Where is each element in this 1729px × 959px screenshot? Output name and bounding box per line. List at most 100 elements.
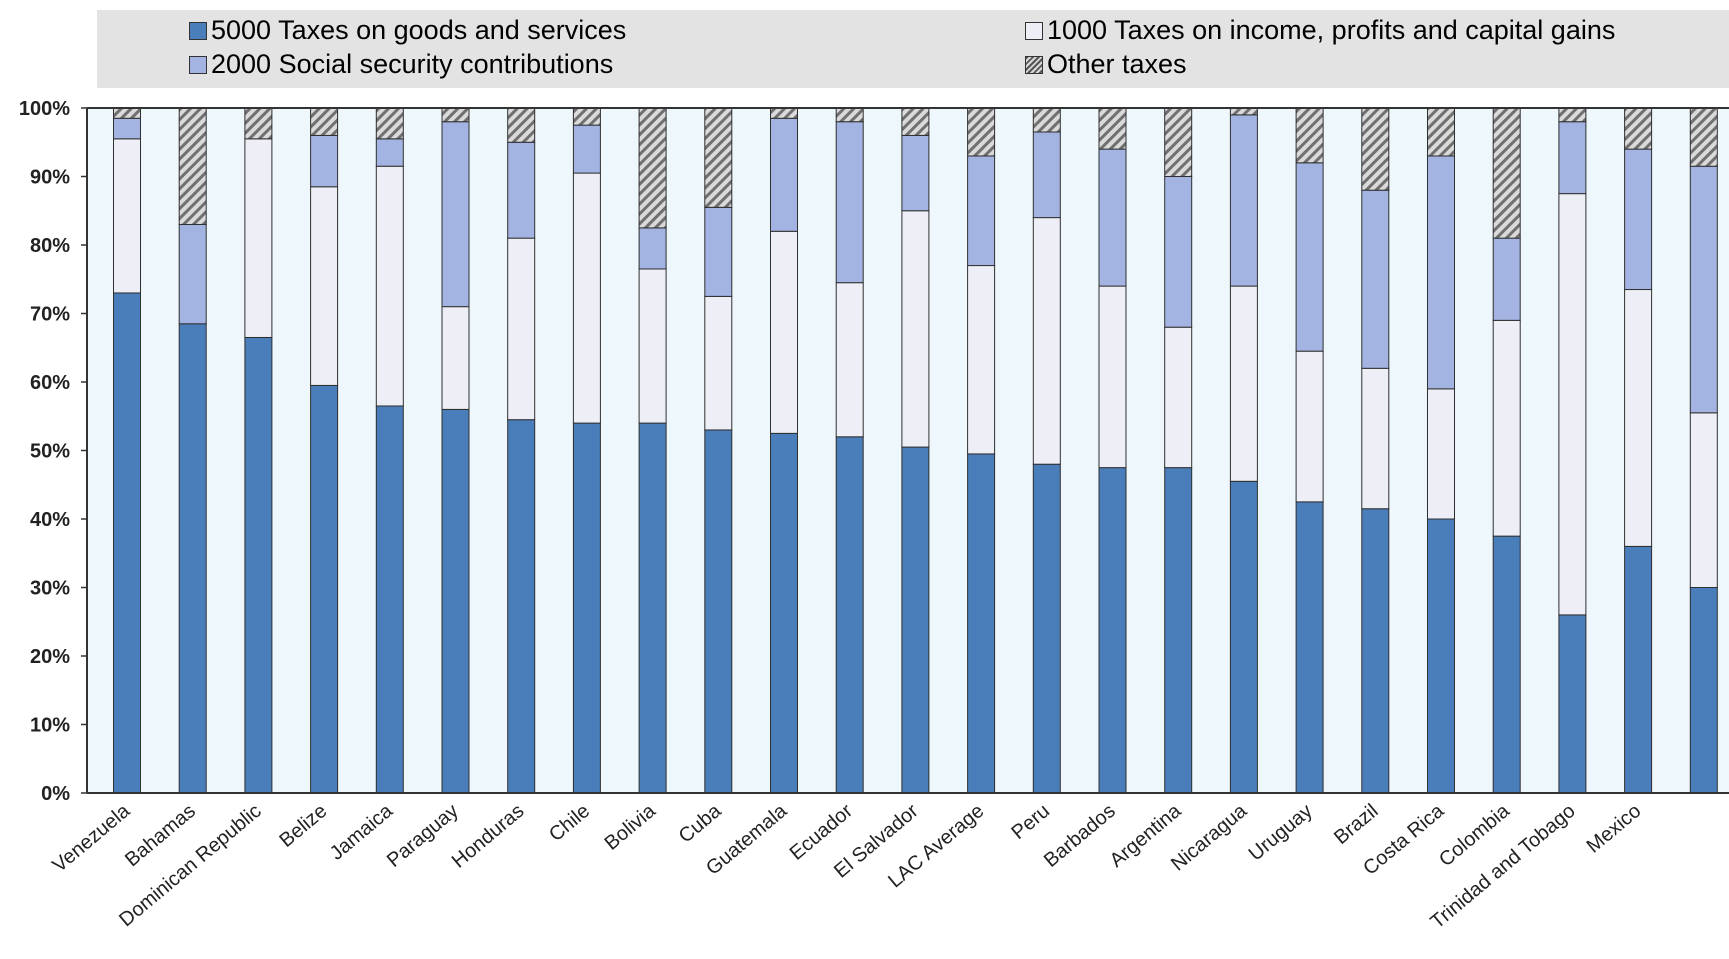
bar-segment — [967, 107, 996, 157]
bar-segment — [441, 107, 470, 123]
legend-label-social-security: 2000 Social security contributions — [211, 49, 614, 79]
y-tick-label: 70% — [30, 304, 70, 326]
bar-segment — [1558, 193, 1587, 616]
bar-segment — [704, 206, 733, 297]
x-tick-label: Barbados — [1040, 800, 1120, 872]
bar-segment — [310, 107, 339, 136]
bar-segment — [178, 107, 207, 225]
legend-swatch-social-security — [189, 55, 207, 74]
bar-segment — [901, 107, 930, 136]
bar-segment — [1032, 217, 1061, 465]
x-tick-label: Honduras — [448, 800, 529, 873]
bar-segment — [1558, 107, 1587, 123]
x-tick-label: Uruguay — [1245, 800, 1317, 865]
bar-segment — [244, 138, 273, 338]
bar-segment — [1427, 107, 1455, 157]
bar-segment — [244, 336, 273, 794]
y-tick-label: 10% — [30, 715, 70, 737]
bar-segment — [901, 446, 930, 794]
bar-segment — [835, 121, 864, 284]
x-tick-label: Paraguay — [383, 800, 463, 872]
bar-segment — [310, 384, 339, 794]
bar-segment — [1624, 289, 1653, 547]
bar-segment — [1492, 319, 1521, 537]
bar-segment — [704, 107, 733, 208]
y-tick-label: 50% — [30, 441, 70, 463]
bar-segment — [310, 134, 339, 188]
y-tick-label: 20% — [30, 646, 70, 668]
y-tick-label: 30% — [30, 578, 70, 600]
bar-segment — [770, 432, 798, 794]
legend-swatch-goods-services — [189, 21, 207, 40]
bar-segment — [178, 223, 207, 325]
bar-segment — [244, 107, 273, 140]
y-tick-label: 90% — [30, 167, 70, 189]
bar-segment — [441, 408, 470, 794]
legend-swatch-other-taxes — [1025, 55, 1043, 74]
bar-segment — [1229, 107, 1258, 116]
bar-segment — [638, 422, 667, 794]
bar-segment — [572, 124, 601, 174]
bar-segment — [1098, 467, 1127, 794]
bar-segment — [375, 165, 404, 407]
legend-item-other-taxes: Other taxes — [1025, 49, 1187, 80]
bar-segment — [441, 306, 470, 410]
bar-segment — [1164, 326, 1193, 469]
y-tick-label: 80% — [30, 235, 70, 257]
bar-segment — [1295, 107, 1324, 164]
bar-segment — [1624, 107, 1653, 150]
bar-segment — [1558, 614, 1587, 794]
bar-segment — [638, 227, 667, 270]
bar-segment — [1689, 107, 1718, 167]
bar-segment — [1295, 350, 1324, 503]
bar-segment — [770, 107, 798, 119]
legend: 5000 Taxes on goods and services 2000 So… — [97, 10, 1729, 88]
bar-segment — [835, 436, 864, 794]
y-tick-label: 60% — [30, 372, 70, 394]
bar-segment — [375, 138, 404, 167]
bar-segment — [113, 107, 141, 119]
bar-segment — [835, 107, 864, 123]
bar-segment — [113, 117, 141, 140]
bar-segment — [1229, 114, 1258, 287]
bar-segment — [1624, 545, 1653, 794]
bar-segment — [375, 405, 404, 794]
bar-segment — [1492, 535, 1521, 794]
legend-label-other-taxes: Other taxes — [1047, 49, 1187, 79]
legend-item-social-security: 2000 Social security contributions — [189, 49, 613, 80]
bar-segment — [1624, 148, 1653, 291]
x-tick-label: Bolivia — [601, 799, 661, 854]
bar-segment — [1558, 121, 1587, 195]
bar-segment — [310, 186, 339, 386]
bar-segment — [507, 237, 536, 421]
x-tick-label: Venezuela — [49, 799, 135, 876]
bar-segment — [1361, 508, 1390, 794]
bar-segment — [1361, 189, 1390, 369]
bar-segment — [572, 107, 601, 126]
bar-segment — [770, 117, 798, 232]
bar-segment — [770, 230, 798, 434]
bar-segment — [1689, 412, 1718, 589]
x-tick-label: Mexico — [1583, 800, 1646, 858]
x-tick-label: Belize — [275, 800, 331, 852]
bar-segment — [638, 107, 667, 229]
bar-segment — [1032, 463, 1061, 794]
bar-segment — [967, 155, 996, 267]
bar-segment — [1098, 285, 1127, 469]
bar-segment — [1032, 107, 1061, 133]
y-tick-label: 0% — [41, 783, 70, 805]
bar-segment — [375, 107, 404, 140]
bar-segment — [1427, 518, 1455, 794]
x-tick-label: Brazil — [1330, 800, 1382, 849]
y-tick-label: 40% — [30, 509, 70, 531]
bar-segment — [638, 268, 667, 424]
bar-segment — [901, 210, 930, 448]
bar-segment — [507, 419, 536, 794]
bar-segment — [572, 172, 601, 424]
bar-segment — [113, 138, 141, 294]
bar-segment — [704, 295, 733, 431]
bar-segment — [1427, 388, 1455, 520]
x-tick-label: Chile — [545, 800, 594, 846]
bar-segment — [1098, 148, 1127, 287]
